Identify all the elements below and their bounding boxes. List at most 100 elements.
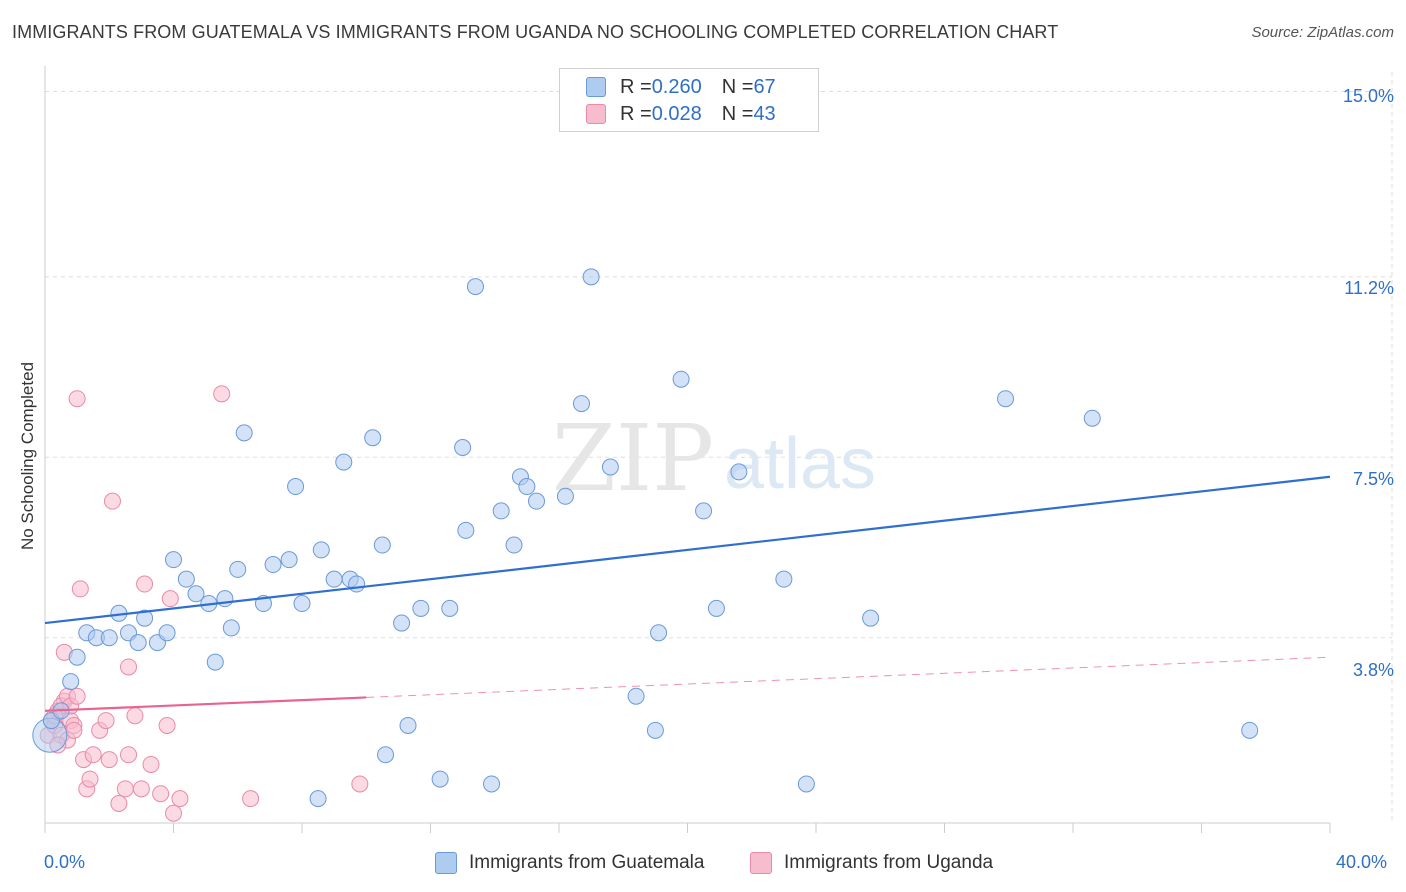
uganda-point: [68, 390, 86, 408]
guatemala-point: [129, 634, 147, 652]
legend-swatch-uganda: [586, 104, 606, 124]
trend-lines: [44, 475, 1331, 712]
uganda-point: [213, 385, 231, 403]
gridlines: [45, 72, 1393, 823]
uganda-point: [142, 755, 160, 773]
guatemala-point: [373, 536, 391, 554]
guatemala-point: [505, 536, 523, 554]
legend-r-value: 0.028: [651, 102, 702, 125]
guatemala-point: [177, 570, 195, 588]
guatemala-point: [646, 721, 664, 739]
y-tick-7-5: 7.5%: [1352, 469, 1394, 489]
uganda-point: [110, 794, 128, 812]
x-tick-max: 40.0%: [1336, 852, 1388, 872]
guatemala-point: [62, 673, 80, 691]
guatemala-point: [556, 487, 574, 505]
uganda-point: [126, 707, 144, 725]
guatemala-points: [32, 268, 1259, 808]
legend-r-label: R =: [620, 102, 652, 125]
uganda-point: [100, 751, 118, 769]
guatemala-point: [100, 629, 118, 647]
legend-n-label: N =: [721, 75, 754, 98]
guatemala-point: [412, 599, 430, 617]
axes: [44, 66, 1331, 833]
legend-r-value: 0.260: [651, 75, 702, 98]
guatemala-point: [707, 599, 725, 617]
guatemala-point: [454, 439, 472, 456]
guatemala-point: [650, 624, 668, 642]
uganda-point: [84, 746, 102, 764]
guatemala-point: [136, 609, 154, 627]
legend-n-value: 43: [753, 102, 776, 125]
stats-legend: R = 0.260 N = 67 R = 0.028 N = 43: [559, 68, 819, 132]
uganda-point: [116, 780, 134, 798]
y-tick-15: 15.0%: [1342, 86, 1394, 106]
uganda-point: [103, 492, 121, 510]
uganda-point: [65, 721, 83, 739]
guatemala-point: [627, 687, 645, 705]
guatemala-point: [235, 424, 253, 442]
bottom-legend-label: Immigrants from Guatemala: [469, 852, 705, 873]
bottom-swatch-uganda: [750, 852, 772, 874]
watermark-atlas: atlas: [724, 424, 876, 504]
uganda-trend-line-solid: [44, 696, 367, 712]
legend-r-label: R =: [620, 75, 652, 98]
guatemala-point: [601, 458, 619, 476]
guatemala-point: [466, 278, 484, 296]
bottom-swatch-guatemala: [435, 852, 457, 874]
watermark: ZIP atlas: [552, 405, 876, 512]
watermark-zip: ZIP: [552, 405, 714, 512]
guatemala-point: [280, 551, 298, 569]
guatemala-point: [730, 463, 748, 481]
guatemala-point: [695, 502, 713, 520]
legend-row-guatemala: R = 0.260 N = 67: [586, 75, 776, 99]
guatemala-point: [672, 370, 690, 388]
guatemala-point: [348, 575, 366, 593]
guatemala-point: [572, 395, 590, 413]
uganda-point: [165, 804, 182, 822]
guatemala-point: [528, 492, 546, 510]
chart-title: IMMIGRANTS FROM GUATEMALA VS IMMIGRANTS …: [12, 22, 1059, 42]
guatemala-point: [457, 521, 475, 539]
uganda-point: [136, 575, 154, 593]
bottom-legend-guatemala: Immigrants from Guatemala: [435, 852, 704, 874]
uganda-trend-line-dashed: [366, 656, 1331, 698]
guatemala-point: [1241, 721, 1259, 739]
guatemala-point: [158, 624, 176, 642]
legend-swatch-guatemala: [586, 77, 606, 97]
guatemala-point: [335, 453, 353, 471]
guatemala-point: [287, 478, 305, 496]
guatemala-point: [862, 609, 880, 627]
guatemala-point: [483, 775, 501, 793]
uganda-point: [120, 658, 138, 676]
guatemala-point: [399, 716, 417, 734]
guatemala-point: [165, 551, 182, 569]
uganda-point: [161, 590, 179, 608]
guatemala-point: [582, 268, 600, 286]
guatemala-point: [492, 502, 510, 520]
guatemala-point: [206, 653, 224, 671]
uganda-point: [71, 580, 89, 598]
y-tick-3-8: 3.8%: [1352, 660, 1394, 680]
guatemala-point: [222, 619, 240, 637]
guatemala-point: [68, 648, 86, 666]
guatemala-point: [377, 746, 395, 764]
guatemala-point: [1083, 409, 1101, 427]
x-tick-min: 0.0%: [44, 852, 86, 872]
guatemala-point: [441, 599, 459, 617]
guatemala-point: [775, 570, 793, 588]
guatemala-point: [797, 775, 815, 793]
guatemala-point: [325, 570, 343, 588]
legend-n-value: 67: [753, 75, 776, 98]
uganda-point: [68, 687, 86, 705]
uganda-point: [152, 785, 170, 803]
uganda-point: [97, 712, 115, 730]
uganda-point: [81, 770, 99, 788]
guatemala-point: [187, 585, 205, 603]
uganda-point: [242, 790, 260, 808]
guatemala-point: [518, 478, 536, 496]
uganda-point: [171, 790, 189, 808]
guatemala-point: [309, 790, 327, 808]
guatemala-point: [312, 541, 330, 559]
